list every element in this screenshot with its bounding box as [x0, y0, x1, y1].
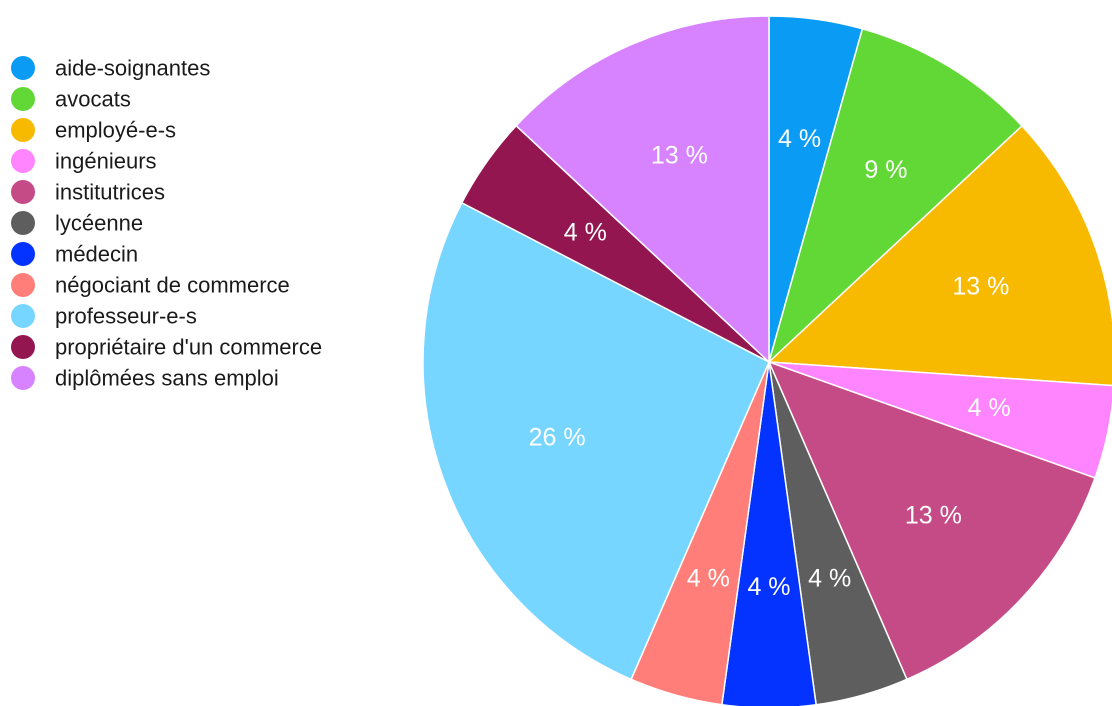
chart-legend: aide-soignantes avocats employé-e-s ingénie… [11, 56, 322, 391]
pie-slice-2 [767, 124, 1112, 387]
pie-slice-1 [767, 27, 1024, 365]
slice-value-label: 4 % [808, 565, 851, 593]
legend-swatch [11, 87, 35, 111]
slice-value-label: 13 % [905, 502, 962, 530]
legend-label: professeur-e-s [55, 304, 197, 329]
legend-label: lycéenne [55, 211, 143, 236]
legend-item: propriétaire d'un commerce [11, 335, 322, 360]
slice-value-label: 13 % [952, 273, 1009, 301]
slice-value-label: 26 % [529, 423, 586, 451]
legend-label: propriétaire d'un commerce [55, 335, 322, 360]
slice-value-label: 4 % [564, 218, 607, 246]
slice-value-label: 4 % [687, 565, 730, 593]
legend-swatch [11, 180, 35, 204]
legend-item: professeur-e-s [11, 304, 197, 329]
legend-swatch [11, 304, 35, 328]
legend-swatch [11, 56, 35, 80]
legend-item: négociant de commerce [11, 273, 290, 298]
legend-label: aide-soignantes [55, 56, 210, 81]
slice-value-label: 4 % [747, 573, 790, 601]
legend-swatch [11, 273, 35, 297]
legend-item: avocats [11, 87, 131, 112]
legend-item: aide-soignantes [11, 56, 210, 81]
legend-label: ingénieurs [55, 149, 157, 174]
legend-item: diplômées sans emploi [11, 366, 279, 391]
legend-swatch [11, 366, 35, 390]
legend-label: employé-e-s [55, 118, 176, 143]
pie-slice-8 [422, 201, 770, 681]
slice-value-label: 4 % [968, 394, 1011, 422]
legend-item: ingénieurs [11, 149, 157, 174]
legend-swatch [11, 211, 35, 235]
slice-labels: 4 % 9 % 13 % 4 % 13 % 4 % 4 % 4 % 26 % 4 % 13 % [529, 125, 1011, 601]
slice-value-label: 13 % [651, 142, 708, 170]
legend-item: lycéenne [11, 211, 143, 236]
legend-item: employé-e-s [11, 118, 176, 143]
legend-item: institutrices [11, 180, 165, 205]
legend-swatch [11, 149, 35, 173]
legend-swatch [11, 242, 35, 266]
legend-swatch [11, 118, 35, 142]
legend-label: négociant de commerce [55, 273, 290, 298]
legend-label: institutrices [55, 180, 165, 205]
legend-label: médecin [55, 242, 138, 267]
pie-slice-4 [767, 360, 1096, 681]
legend-item: médecin [11, 242, 138, 267]
slice-value-label: 9 % [864, 156, 907, 184]
legend-swatch [11, 335, 35, 359]
slice-value-label: 4 % [778, 125, 821, 153]
pie-slices [422, 15, 1112, 706]
legend-label: diplômées sans emploi [55, 366, 279, 391]
legend-label: avocats [55, 87, 131, 112]
pie-slice-10 [515, 15, 770, 364]
